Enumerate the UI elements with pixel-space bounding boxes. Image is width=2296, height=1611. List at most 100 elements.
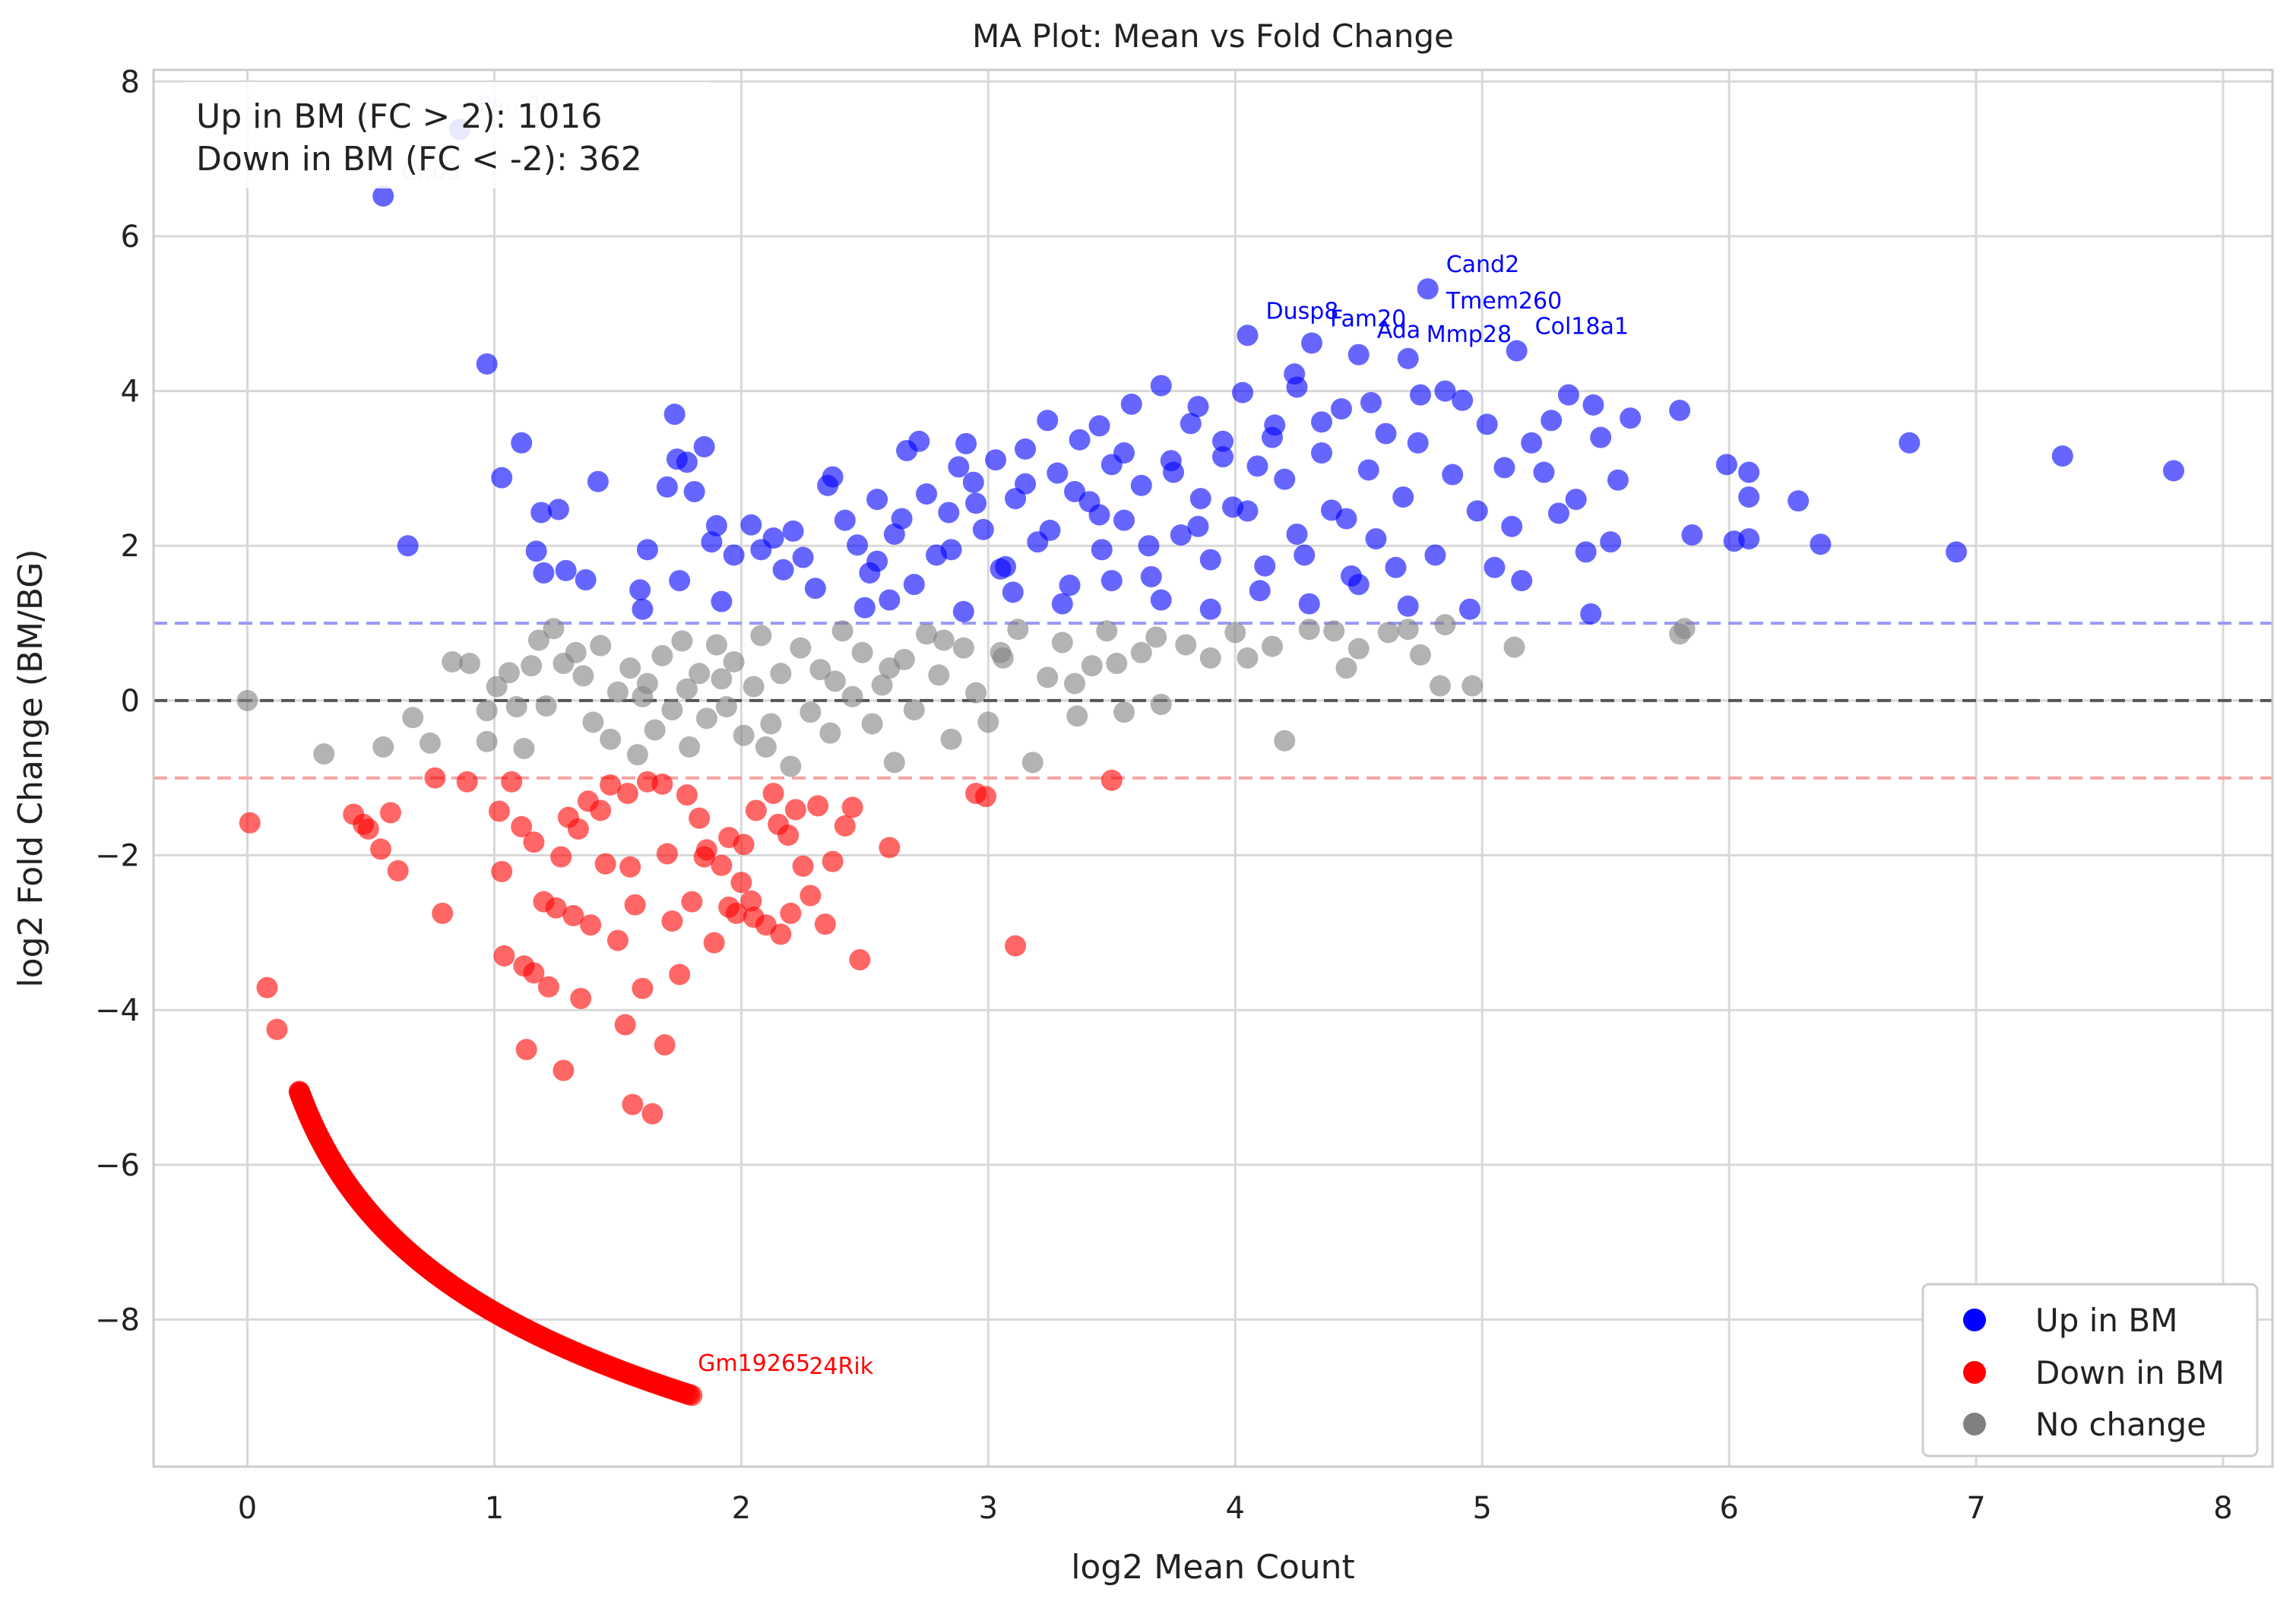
scatter-point [1946, 541, 1968, 563]
scatter-point [871, 674, 893, 696]
scatter-point [1150, 589, 1172, 611]
scatter-point [952, 637, 974, 659]
scatter-point [705, 634, 727, 656]
scatter-point [762, 527, 784, 549]
scatter-point [1738, 528, 1760, 550]
scatter-point [1170, 524, 1192, 546]
scatter-point [600, 774, 622, 796]
scatter-point [523, 962, 545, 984]
scatter-point [760, 713, 782, 735]
scatter-point [1357, 459, 1379, 481]
scatter-point [849, 949, 871, 971]
scatter-point [1106, 653, 1128, 675]
scatter-point [1557, 384, 1579, 406]
scatter-point [2051, 445, 2073, 467]
scatter-point [1237, 324, 1259, 347]
scatter-point [1607, 469, 1629, 491]
scatter-point [397, 535, 419, 557]
scatter-point [1310, 411, 1332, 433]
scatter-point [1590, 426, 1612, 448]
x-tick-label: 2 [732, 1491, 751, 1526]
annotation-box: Up in BM (FC > 2): 1016 Down in BM (FC <… [181, 82, 713, 188]
down-curve [288, 1081, 703, 1407]
scatter-point [770, 663, 792, 685]
scatter-point [1323, 620, 1345, 642]
scatter-point [977, 711, 999, 733]
scatter-point [644, 719, 666, 741]
scatter-point [782, 520, 804, 542]
scatter-point [903, 574, 925, 596]
scatter-point [723, 650, 745, 673]
scatter-point [1580, 603, 1602, 625]
annotation-box-bg [181, 82, 713, 188]
scatter-point [916, 623, 938, 645]
scatter-point [669, 570, 691, 592]
scatter-point [952, 600, 974, 622]
scatter-point [841, 796, 863, 818]
scatter-point [711, 668, 733, 690]
scatter-point [654, 1034, 676, 1056]
scatter-point [1417, 278, 1439, 300]
scatter-point [1081, 655, 1103, 677]
scatter-point [547, 498, 569, 521]
scatter-point [1899, 432, 1921, 454]
scatter-point [1466, 500, 1488, 522]
scatter-point [1005, 935, 1027, 957]
scatter-point [1348, 574, 1370, 596]
scatter-point [572, 665, 594, 687]
scatter-point [1547, 502, 1569, 524]
x-axis-ticks: 0 1 2 3 4 5 6 7 8 [238, 1491, 2233, 1526]
scatter-point [1506, 340, 1528, 362]
scatter-point [891, 508, 913, 530]
scatter-point [456, 771, 478, 793]
scatter-point [1788, 490, 1810, 512]
scatter-point [1407, 432, 1429, 454]
scatter-point [1211, 430, 1234, 452]
scatter-point [582, 711, 604, 733]
data-points [236, 119, 2185, 1125]
y-tick-label: 6 [121, 220, 140, 255]
scatter-point [701, 531, 723, 553]
scatter-point [619, 856, 641, 878]
scatter-point [498, 662, 520, 684]
scatter-point [1037, 666, 1059, 688]
scatter-point [1375, 423, 1397, 445]
scatter-point [600, 728, 622, 750]
scatter-point [928, 664, 950, 686]
scatter-point [1051, 593, 1073, 615]
x-tick-label: 1 [485, 1491, 504, 1526]
legend-label-up: Up in BM [2035, 1302, 2177, 1339]
scatter-point [689, 663, 711, 685]
point-label: Mmp28 [1427, 321, 1512, 348]
scatter-point [1620, 407, 1642, 429]
scatter-point [879, 837, 901, 859]
scatter-point [1047, 462, 1069, 484]
scatter-point [239, 812, 261, 834]
scatter-point [590, 799, 612, 821]
scatter-point [1298, 619, 1320, 641]
scatter-point [990, 558, 1012, 580]
scatter-point [1738, 486, 1760, 508]
scatter-point [834, 815, 856, 837]
scatter-point [1600, 531, 1622, 553]
scatter-point [834, 509, 856, 531]
scatter-point [740, 890, 762, 912]
scatter-point [313, 743, 335, 765]
legend-label-down: Down in BM [2035, 1354, 2225, 1391]
scatter-point [1096, 620, 1118, 642]
scatter-point [1199, 549, 1221, 571]
scatter-point [792, 546, 814, 568]
legend-marker-down [1963, 1361, 1986, 1384]
scatter-point [792, 855, 814, 877]
scatter-point [822, 466, 844, 488]
y-tick-label: 0 [121, 684, 140, 719]
scatter-point [1002, 581, 1024, 603]
scatter-point [606, 929, 629, 951]
scatter-point [819, 722, 841, 744]
scatter-point [372, 736, 394, 758]
scatter-point [1385, 556, 1407, 578]
scatter-point [1286, 376, 1308, 398]
point-label: Ada [1377, 318, 1420, 344]
scatter-point [683, 480, 705, 502]
